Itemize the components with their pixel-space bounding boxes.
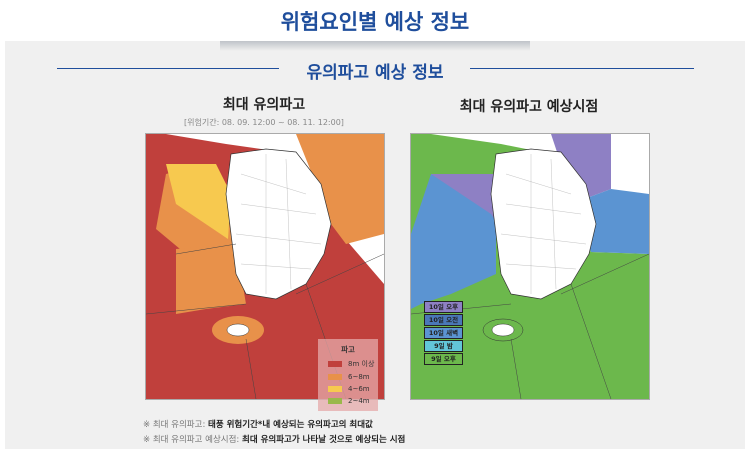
time-legend-9-afternoon: 9일 오후	[424, 353, 463, 365]
legend-label: 6~8m	[348, 373, 370, 381]
page-title: 위험요인별 예상 정보	[280, 10, 470, 34]
legend-label: 4~6m	[348, 385, 370, 393]
max-wave-height-map	[145, 133, 385, 400]
note-text: 태풍 위험기간*내 예상되는 유의파고의 최대값	[208, 420, 373, 430]
note-prefix: ※ 최대 유의파고 예상시점:	[143, 435, 240, 445]
legend-item: 4~6m	[328, 385, 378, 393]
note-text: 최대 유의파고가 나타날 것으로 예상되는 시점	[242, 435, 406, 445]
legend-item: 2~4m	[328, 397, 378, 405]
legend-label: 2~4m	[348, 397, 370, 405]
left-map-title: 최대 유의파고	[222, 97, 306, 113]
title-shadow	[220, 41, 530, 51]
note-max-wave-time: ※ 최대 유의파고 예상시점: 최대 유의파고가 나타날 것으로 예상되는 시점	[143, 433, 405, 445]
legend-label: 8m 이상	[348, 360, 375, 368]
wave-height-legend: 파고 8m 이상 6~8m 4~6m 2~4m	[318, 339, 378, 411]
divider	[470, 68, 694, 69]
time-legend-10-dawn: 10일 새벽	[424, 327, 463, 339]
risk-period: [위험기간: 08. 09. 12:00 ~ 08. 11. 12:00]	[184, 118, 344, 127]
note-prefix: ※ 최대 유의파고:	[143, 420, 206, 430]
time-legend-10-afternoon: 10일 오후	[424, 301, 463, 313]
note-max-wave: ※ 최대 유의파고: 태풍 위험기간*내 예상되는 유의파고의 최대값	[143, 418, 373, 430]
legend-item: 6~8m	[328, 373, 378, 381]
right-map-title: 최대 유의파고 예상시점	[459, 99, 599, 115]
legend-title: 파고	[341, 345, 355, 354]
time-legend-9-night: 9일 밤	[424, 340, 463, 352]
divider	[57, 68, 279, 69]
time-legend-10-morning: 10일 오전	[424, 314, 463, 326]
section-title: 유의파고 예상 정보	[306, 63, 444, 83]
legend-item: 8m 이상	[328, 359, 378, 369]
